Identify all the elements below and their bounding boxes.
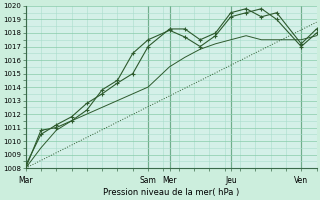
X-axis label: Pression niveau de la mer( hPa ): Pression niveau de la mer( hPa ) — [103, 188, 239, 197]
